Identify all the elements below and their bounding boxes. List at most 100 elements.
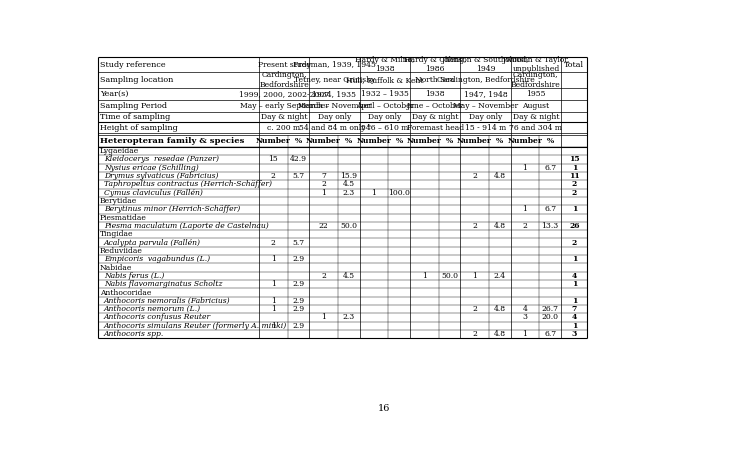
Text: Johnson & Southwood,
1949: Johnson & Southwood, 1949 bbox=[442, 56, 530, 73]
Text: Cardington, Bedfordshire: Cardington, Bedfordshire bbox=[436, 76, 535, 84]
Text: 1: 1 bbox=[271, 255, 275, 263]
Text: Present study: Present study bbox=[257, 61, 310, 69]
Text: Number: Number bbox=[458, 137, 492, 145]
Text: Foremast head: Foremast head bbox=[406, 124, 463, 132]
Text: 2: 2 bbox=[572, 189, 577, 197]
Text: Day & night: Day & night bbox=[513, 113, 560, 121]
Text: Total: Total bbox=[564, 61, 584, 69]
Text: May – November: May – November bbox=[453, 102, 518, 110]
Text: Heteropteran family & species: Heteropteran family & species bbox=[100, 137, 244, 145]
Text: Freeman, 1939, 1945: Freeman, 1939, 1945 bbox=[293, 61, 376, 69]
Text: %: % bbox=[395, 137, 403, 145]
Text: 2: 2 bbox=[271, 239, 275, 247]
Text: Reduviidae: Reduviidae bbox=[100, 247, 142, 255]
Text: 1: 1 bbox=[572, 205, 577, 213]
Text: 1: 1 bbox=[321, 314, 326, 322]
Text: 2.9: 2.9 bbox=[292, 280, 304, 288]
Text: Berytinus minor (Herrich-Schäffer): Berytinus minor (Herrich-Schäffer) bbox=[104, 205, 240, 213]
Text: 16: 16 bbox=[378, 404, 391, 413]
Text: 50.0: 50.0 bbox=[340, 222, 357, 230]
Text: May – early September: May – early September bbox=[239, 102, 328, 110]
Text: 42.9: 42.9 bbox=[290, 155, 307, 163]
Text: 54 and 84 m only ᵇ: 54 and 84 m only ᵇ bbox=[298, 124, 370, 132]
Text: Number: Number bbox=[306, 137, 341, 145]
Text: Berytidae: Berytidae bbox=[100, 197, 137, 205]
Text: 5.7: 5.7 bbox=[292, 172, 304, 180]
Text: Anthocoris nemoralis (Fabricius): Anthocoris nemoralis (Fabricius) bbox=[104, 297, 230, 305]
Text: %: % bbox=[446, 137, 453, 145]
Text: 2: 2 bbox=[472, 172, 477, 180]
Text: c. 200 m: c. 200 m bbox=[268, 124, 301, 132]
Text: 5.7: 5.7 bbox=[292, 239, 304, 247]
Text: 7: 7 bbox=[572, 305, 577, 313]
Text: 4.8: 4.8 bbox=[494, 172, 506, 180]
Text: 546 – 610 m: 546 – 610 m bbox=[361, 124, 409, 132]
Text: 26: 26 bbox=[569, 222, 580, 230]
Text: Day & night: Day & night bbox=[412, 113, 458, 121]
Text: Sampling location: Sampling location bbox=[100, 76, 173, 84]
Text: Lygaeidae: Lygaeidae bbox=[100, 147, 140, 155]
Text: 4.8: 4.8 bbox=[494, 222, 506, 230]
Text: 1: 1 bbox=[523, 330, 527, 338]
Text: 76 and 304 m: 76 and 304 m bbox=[509, 124, 562, 132]
Text: Cymus claviculus (Fallén): Cymus claviculus (Fallén) bbox=[104, 189, 202, 197]
Text: Anthocoris confusus Reuter: Anthocoris confusus Reuter bbox=[104, 314, 211, 322]
Text: Year(s): Year(s) bbox=[100, 90, 128, 98]
Text: Piesma maculatum (Laporte de Castelnau): Piesma maculatum (Laporte de Castelnau) bbox=[104, 222, 268, 230]
Text: 1: 1 bbox=[321, 189, 326, 197]
Text: 1: 1 bbox=[271, 305, 275, 313]
Text: 2.9: 2.9 bbox=[292, 255, 304, 263]
Text: Drymus sylvaticus (Fabricius): Drymus sylvaticus (Fabricius) bbox=[104, 172, 218, 180]
Text: 4.5: 4.5 bbox=[343, 181, 355, 189]
Text: 2: 2 bbox=[472, 330, 477, 338]
Text: 2.9: 2.9 bbox=[292, 305, 304, 313]
Text: 1: 1 bbox=[523, 205, 527, 213]
Text: 1: 1 bbox=[371, 189, 376, 197]
Text: %: % bbox=[496, 137, 503, 145]
Text: 7: 7 bbox=[321, 172, 326, 180]
Text: 11: 11 bbox=[568, 172, 580, 180]
Text: 13.3: 13.3 bbox=[542, 222, 559, 230]
Text: 15: 15 bbox=[569, 155, 580, 163]
Text: Anthocoris spp.: Anthocoris spp. bbox=[104, 330, 164, 338]
Text: 2: 2 bbox=[472, 222, 477, 230]
Text: 22: 22 bbox=[319, 222, 328, 230]
Text: Sampling Period: Sampling Period bbox=[100, 102, 167, 110]
Text: 1: 1 bbox=[271, 322, 275, 330]
Text: North Sea: North Sea bbox=[416, 76, 454, 84]
Text: Johnson & Taylor,
unpublished: Johnson & Taylor, unpublished bbox=[503, 56, 569, 73]
Text: April – October: April – October bbox=[356, 102, 414, 110]
Text: Anthocoridae: Anthocoridae bbox=[100, 289, 152, 297]
Text: 2: 2 bbox=[572, 181, 577, 189]
Text: Piesmatidae: Piesmatidae bbox=[100, 214, 147, 222]
Text: 15: 15 bbox=[268, 155, 278, 163]
Text: 4.8: 4.8 bbox=[494, 305, 506, 313]
Text: 2: 2 bbox=[472, 305, 477, 313]
Text: Nabis flavomarginatus Scholtz: Nabis flavomarginatus Scholtz bbox=[104, 280, 222, 288]
Text: 2.3: 2.3 bbox=[343, 314, 355, 322]
Text: 6.7: 6.7 bbox=[544, 164, 556, 172]
Text: Day only: Day only bbox=[368, 113, 401, 121]
Text: 6.7: 6.7 bbox=[544, 330, 556, 338]
Text: 1999, 2000, 2002-2007: 1999, 2000, 2002-2007 bbox=[239, 90, 329, 98]
Text: 2.9: 2.9 bbox=[292, 297, 304, 305]
Text: Kleidocerys  resedae (Panzer): Kleidocerys resedae (Panzer) bbox=[104, 155, 219, 163]
Text: 20.0: 20.0 bbox=[542, 314, 559, 322]
Text: Height of sampling: Height of sampling bbox=[100, 124, 178, 132]
Text: Nabis ferus (L.): Nabis ferus (L.) bbox=[104, 272, 164, 280]
Text: 2: 2 bbox=[321, 181, 326, 189]
Text: 1934, 1935: 1934, 1935 bbox=[313, 90, 356, 98]
Text: 6.7: 6.7 bbox=[544, 205, 556, 213]
Text: 2.3: 2.3 bbox=[343, 189, 355, 197]
Text: August: August bbox=[522, 102, 550, 110]
Text: Empicoris  vagabundus (L.): Empicoris vagabundus (L.) bbox=[104, 255, 210, 263]
Text: 3: 3 bbox=[523, 314, 527, 322]
Text: 4: 4 bbox=[572, 314, 577, 322]
Text: Day only: Day only bbox=[469, 113, 502, 121]
Text: 100.0: 100.0 bbox=[388, 189, 410, 197]
Text: 1: 1 bbox=[472, 272, 477, 280]
Text: 4: 4 bbox=[523, 305, 527, 313]
Text: Number: Number bbox=[406, 137, 442, 145]
Text: Nysius ericae (Schilling): Nysius ericae (Schilling) bbox=[104, 164, 199, 172]
Text: 1: 1 bbox=[271, 297, 275, 305]
